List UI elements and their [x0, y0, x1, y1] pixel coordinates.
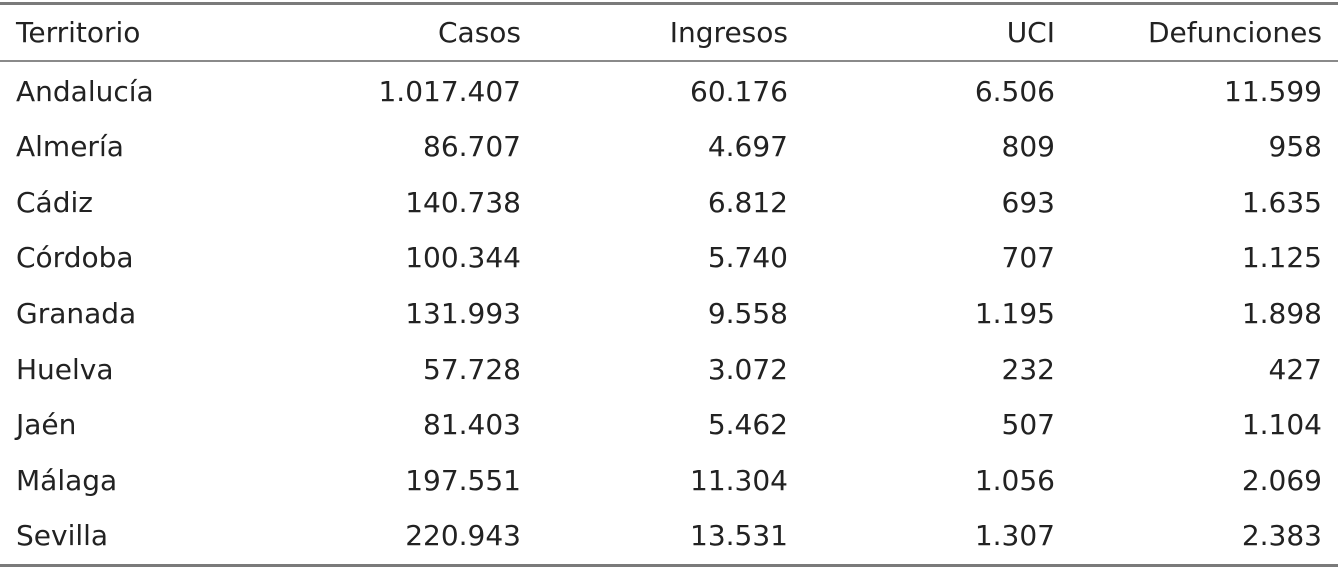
cell-uci: 1.056: [974, 463, 1055, 497]
cell-territorio: Cádiz: [16, 185, 93, 219]
cell-casos: 220.943: [405, 519, 521, 553]
header-defunciones: Defunciones: [1147, 16, 1322, 49]
cell-uci: 1.307: [974, 519, 1055, 553]
header-casos: Casos: [437, 16, 521, 49]
table-row: Córdoba 100.344 5.740 707 1.125: [0, 230, 1338, 286]
cell-ingresos: 5.462: [707, 408, 788, 442]
table-row: Sevilla 220.943 13.531 1.307 2.383: [0, 508, 1338, 564]
cell-casos: 197.551: [405, 463, 521, 497]
cell-ingresos: 60.176: [690, 74, 788, 108]
cell-defunciones: 1.104: [1241, 408, 1322, 442]
table-header-row: Territorio Casos Ingresos UCI Defuncione…: [0, 5, 1338, 60]
cell-territorio: Sevilla: [16, 519, 109, 553]
cell-defunciones: 958: [1268, 130, 1322, 164]
cell-ingresos: 11.304: [690, 463, 788, 497]
cell-uci: 809: [1001, 130, 1055, 164]
cell-territorio: Huelva: [16, 352, 114, 386]
table-bottom-rule: [0, 564, 1338, 567]
header-ingresos: Ingresos: [669, 16, 788, 49]
cell-ingresos: 5.740: [707, 241, 788, 275]
cell-casos: 57.728: [423, 352, 521, 386]
header-territorio: Territorio: [16, 16, 141, 49]
table-header-rule: [0, 60, 1338, 62]
cell-defunciones: 11.599: [1224, 74, 1322, 108]
cell-territorio: Almería: [16, 130, 124, 164]
cell-defunciones: 1.125: [1241, 241, 1322, 275]
cell-territorio: Granada: [16, 296, 137, 330]
table-row: Almería 86.707 4.697 809 958: [0, 119, 1338, 175]
cell-defunciones: 427: [1268, 352, 1322, 386]
cell-ingresos: 9.558: [707, 296, 788, 330]
cell-uci: 507: [1001, 408, 1055, 442]
table-row: Andalucía 1.017.407 60.176 6.506 11.599: [0, 63, 1338, 119]
cell-ingresos: 13.531: [690, 519, 788, 553]
cell-casos: 100.344: [405, 241, 521, 275]
table-row: Jaén 81.403 5.462 507 1.104: [0, 397, 1338, 453]
table-row: Cádiz 140.738 6.812 693 1.635: [0, 174, 1338, 230]
cell-defunciones: 1.898: [1241, 296, 1322, 330]
cell-territorio: Málaga: [16, 463, 118, 497]
cell-ingresos: 4.697: [707, 130, 788, 164]
cell-uci: 1.195: [974, 296, 1055, 330]
cell-defunciones: 1.635: [1241, 185, 1322, 219]
cell-ingresos: 3.072: [707, 352, 788, 386]
cell-territorio: Córdoba: [16, 241, 134, 275]
cell-uci: 693: [1001, 185, 1055, 219]
cell-casos: 131.993: [405, 296, 521, 330]
table-row: Huelva 57.728 3.072 232 427: [0, 341, 1338, 397]
cell-ingresos: 6.812: [707, 185, 788, 219]
cell-casos: 1.017.407: [378, 74, 521, 108]
table-row: Málaga 197.551 11.304 1.056 2.069: [0, 452, 1338, 508]
cell-casos: 86.707: [423, 130, 521, 164]
cell-defunciones: 2.383: [1241, 519, 1322, 553]
cell-territorio: Jaén: [16, 408, 77, 442]
cell-casos: 140.738: [405, 185, 521, 219]
cell-casos: 81.403: [423, 408, 521, 442]
header-uci: UCI: [1006, 16, 1055, 49]
cell-uci: 6.506: [974, 74, 1055, 108]
table-top-rule: [0, 2, 1338, 5]
cell-uci: 232: [1001, 352, 1055, 386]
cell-uci: 707: [1001, 241, 1055, 275]
cell-territorio: Andalucía: [16, 74, 154, 108]
table-row: Granada 131.993 9.558 1.195 1.898: [0, 285, 1338, 341]
cell-defunciones: 2.069: [1241, 463, 1322, 497]
